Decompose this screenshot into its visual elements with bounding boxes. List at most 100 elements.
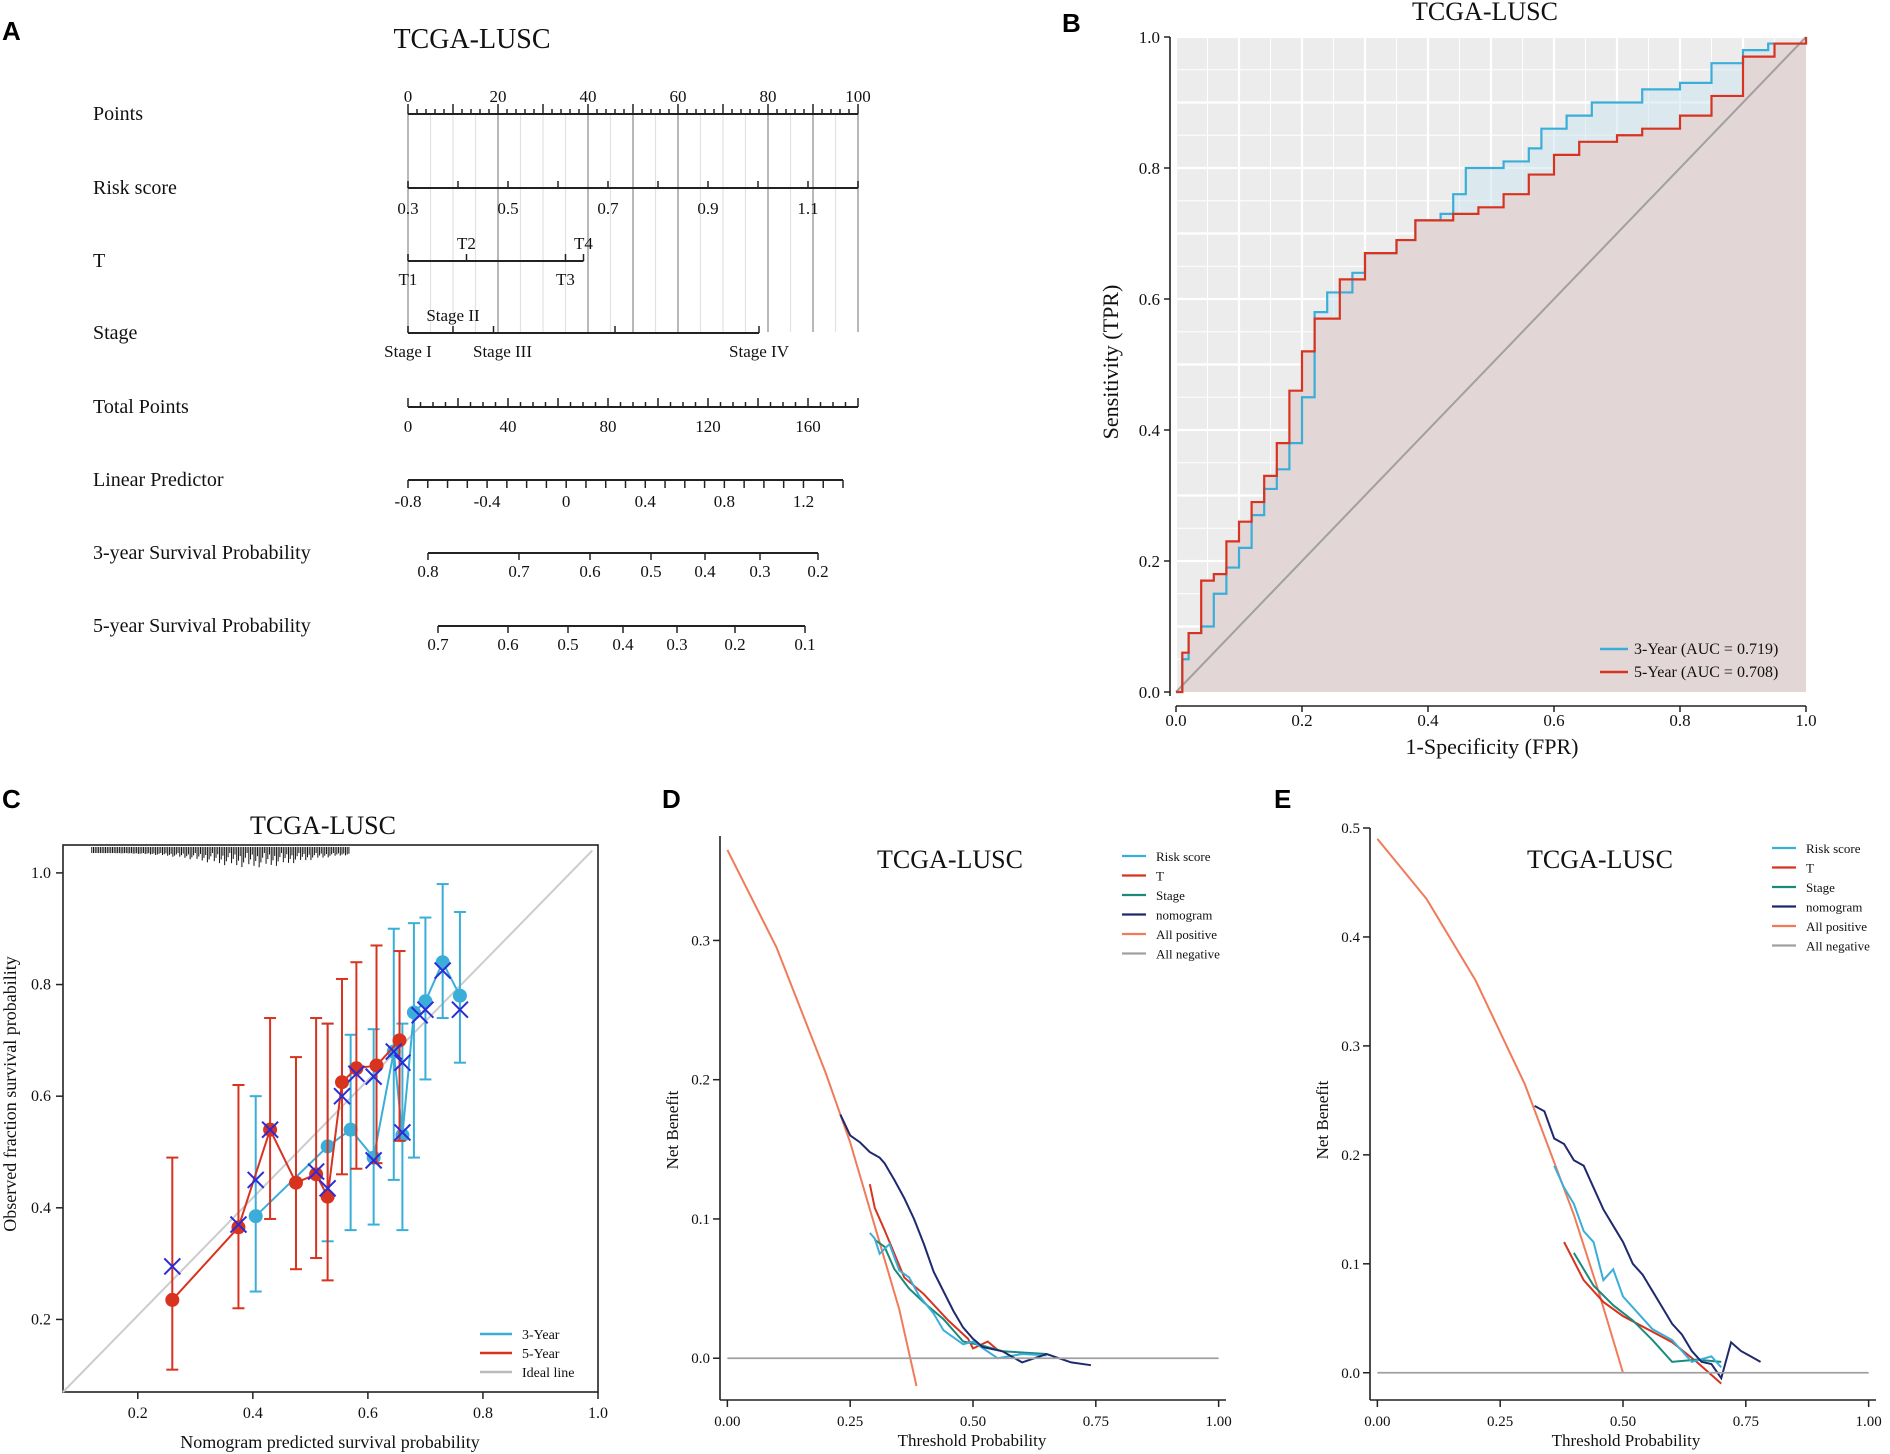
panel-a-letter: A [2,16,21,46]
cal-x-label: Nomogram predicted survival probability [180,1432,479,1452]
cal-cross-mark [247,1171,265,1189]
dca-legend-label: T [1156,869,1164,884]
stage-label-ii: Stage II [426,306,480,325]
dca-curve-all-positive [1376,838,1624,1374]
cal-y-label: Observed fraction survival probability [0,956,20,1231]
cal-legend-5year: 5-Year [522,1347,560,1362]
cal-cross-mark [333,1087,351,1105]
points-tick-label: 0 [404,87,413,106]
points-tick-label: 100 [845,87,871,106]
points-tick-label: 60 [670,87,687,106]
cal-legend: 3-Year 5-Year Ideal line [480,1328,574,1381]
surv5-tick-label: 0.5 [557,635,578,654]
cal-x-tick-label: 0.4 [243,1405,263,1422]
dca-legend-label: Stage [1806,880,1835,895]
dca-x-tick-label: 0.50 [1610,1414,1636,1430]
cal-5year-point [231,1220,246,1235]
cal-5year-point [320,1189,335,1204]
cal-3year-point [343,1122,358,1137]
nomogram-row-label: 5-year Survival Probability [93,615,311,637]
total-tick-label: 80 [600,417,617,436]
calibration-chart: 0.2 0.4 0.6 0.8 1.0 0.2 0.4 0.6 0.8 1.0 [31,844,608,1422]
cal-cross-mark [347,1065,366,1083]
dca-y-tick-label: 0.2 [691,1073,710,1089]
cal-5year-point [165,1292,180,1307]
points-tick-label: 40 [580,87,597,106]
nomogram-row-label: T [93,250,105,272]
dca-curve-risk-score [1553,1165,1722,1368]
lp-tick-label: 0 [562,492,571,511]
points-tick-label: 80 [760,87,777,106]
dca-x-tick-label: 0.50 [960,1414,986,1430]
cal-y-tick-label: 0.4 [31,1200,51,1217]
risk-tick-label: 1.1 [797,199,818,218]
risk-tick-label: 0.9 [697,199,718,218]
cal-cross-mark [393,1053,412,1072]
nomogram-row-label: Linear Predictor [93,469,224,491]
nomogram-row-label: Risk score [93,177,177,199]
cal-cross-mark [229,1215,248,1234]
panel-a-title: TCGA-LUSC [393,24,550,55]
dca-legend-label: Risk score [1806,841,1861,856]
cal-frame [62,844,599,1393]
dca-e-x-label: Threshold Probability [1552,1431,1701,1450]
roc-curve-5year [1176,37,1808,694]
roc-y-tick-label: 0.6 [1139,290,1160,309]
panel-c-title: TCGA-LUSC [250,811,396,840]
cal-5year-line [171,1039,401,1301]
cal-3year-point [248,1209,263,1224]
dca-legend-label: All negative [1156,947,1220,962]
dca-legend-label: All positive [1156,927,1217,942]
t-label-t4: T4 [574,234,593,253]
dca-d-x-label: Threshold Probability [898,1431,1047,1450]
lp-tick-label: 0.8 [714,492,735,511]
dca-legend-label: T [1806,861,1814,876]
nomogram-row-label: 3-year Survival Probability [93,542,311,564]
surv5-tick-label: 0.3 [666,635,687,654]
cal-cross-mark [416,1000,435,1019]
roc-legend: 3-Year (AUC = 0.719) 5-Year (AUC = 0.708… [1600,641,1778,681]
roc-legend-3year: 3-Year (AUC = 0.719) [1634,641,1778,658]
cal-3year-point [435,955,450,970]
cal-legend-3year: 3-Year [522,1328,560,1343]
dca-d-legend: Risk score T Stage nomogram All positive All … [1122,849,1220,962]
surv5-tick-label: 0.7 [427,635,449,654]
surv3-tick-label: 0.4 [694,562,716,581]
roc-x-tick-label: 0.2 [1291,711,1312,730]
dca-curve-nomogram [1534,1104,1762,1381]
cal-y-tick-label: 1.0 [31,865,51,882]
roc-y-label: Sensitivity (TPR) [1098,285,1123,440]
cal-cross-mark [307,1162,325,1181]
cal-x-tick-label: 1.0 [588,1405,608,1422]
cal-cross-mark [261,1120,279,1139]
roc-y-tick-label: 0.4 [1139,421,1161,440]
dca-x-tick-label: 1.00 [1856,1414,1882,1430]
cal-y-tick-label: 0.8 [31,977,51,994]
dca-y-tick-label: 0.4 [1341,930,1360,946]
cal-cross-mark [451,1000,469,1019]
t-label-t1: T1 [399,270,418,289]
panel-d: D TCGA-LUSC 0.00 0.25 0.50 0.75 1.000.00.10.… [662,784,1232,1450]
cal-cross-mark [318,1179,337,1197]
cal-legend-ideal: Ideal line [522,1366,574,1381]
cal-x-tick-label: 0.2 [128,1405,148,1422]
points-tick-label: 20 [490,87,507,106]
stage-label-iv: Stage IV [729,342,790,361]
roc-y-tick-label: 1.0 [1139,28,1160,47]
stage-label-iii: Stage III [473,342,532,361]
surv3-tick-label: 0.6 [579,562,600,581]
risk-tick-label: 0.7 [597,199,619,218]
total-tick-label: 0 [404,417,413,436]
roc-legend-5year: 5-Year (AUC = 0.708) [1634,664,1778,681]
cal-5year-point [335,1075,350,1090]
surv5-tick-label: 0.1 [794,635,815,654]
dca-y-tick-label: 0.1 [1341,1257,1360,1273]
cal-5year-point [288,1175,303,1190]
dca-e-legend: Risk score T Stage nomogram All positive All … [1772,841,1870,954]
dca-y-tick-label: 0.3 [1341,1039,1360,1055]
dca-e-chart: 0.00 0.25 0.50 0.75 1.00 0.0 0.1 0.2 0.3 0.4 0.5 [1341,821,1882,1430]
panel-e: E TCGA-LUSC 0.00 0.25 0.50 0.75 1.000.00.10.… [1274,784,1882,1450]
roc-y-tick-label: 0.0 [1139,683,1160,702]
nomogram-row-label: Total Points [93,396,189,418]
